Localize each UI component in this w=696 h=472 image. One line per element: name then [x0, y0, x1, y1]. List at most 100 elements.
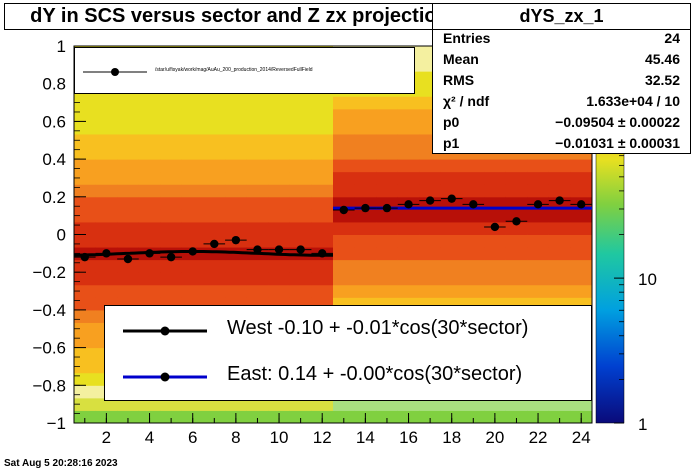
stats-label: RMS: [443, 72, 475, 88]
heatmap-cell: [117, 259, 140, 273]
heatmap-cell: [181, 221, 204, 235]
heatmap-cell: [548, 397, 571, 411]
heatmap-cell: [484, 247, 507, 261]
heatmap-cell: [289, 410, 312, 424]
heatmap-cell: [289, 171, 312, 185]
heatmap-cell: [203, 196, 226, 210]
stats-label: p1: [443, 135, 460, 151]
heatmap-cell: [181, 184, 204, 198]
heatmap-cell: [419, 397, 442, 411]
heatmap-cell: [117, 221, 140, 235]
east-legend-text: East: 0.14 + -0.00*cos(30*sector): [227, 363, 523, 385]
y-tick-label: 0: [57, 226, 66, 245]
x-tick-label: 16: [399, 428, 418, 447]
heatmap-cell: [505, 247, 528, 261]
heatmap-cell: [289, 209, 312, 223]
heatmap-cell: [570, 284, 593, 298]
heatmap-cell: [548, 410, 571, 424]
heatmap-cell: [181, 272, 204, 286]
heatmap-cell: [440, 397, 463, 411]
heatmap-cell: [548, 209, 571, 223]
west-legend-marker: [160, 326, 170, 336]
heatmap-cell: [548, 171, 571, 185]
heatmap-cell: [225, 196, 248, 210]
heatmap-cell: [527, 272, 550, 286]
data-point: [577, 200, 586, 209]
heatmap-cell: [74, 108, 97, 122]
heatmap-cell: [117, 184, 140, 198]
heatmap-cell: [225, 259, 248, 273]
heatmap-cell: [505, 410, 528, 424]
heatmap-cell: [527, 284, 550, 298]
heatmap-cell: [117, 397, 140, 411]
heatmap-cell: [203, 96, 226, 110]
heatmap-cell: [203, 121, 226, 135]
heatmap-cell: [289, 96, 312, 110]
heatmap-cell: [505, 209, 528, 223]
y-tick-label: −1: [47, 414, 66, 433]
heatmap-cell: [225, 397, 248, 411]
heatmap-cell: [95, 272, 118, 286]
heatmap-cell: [376, 108, 399, 122]
heatmap-cell: [225, 184, 248, 198]
heatmap-cell: [138, 133, 161, 148]
heatmap-cell: [181, 259, 204, 273]
data-point: [296, 245, 305, 254]
heatmap-cell: [225, 146, 248, 160]
heatmap-cell: [527, 209, 550, 223]
x-tick-label: 18: [442, 428, 461, 447]
heatmap-cell: [246, 397, 269, 411]
data-point: [490, 222, 500, 232]
heatmap-cell: [484, 159, 507, 173]
heatmap-cell: [225, 171, 248, 185]
heatmap-cell: [160, 284, 183, 298]
heatmap-cell: [376, 284, 399, 298]
heatmap-cell: [246, 146, 269, 160]
heatmap-cell: [376, 133, 399, 148]
x-tick-label: 14: [356, 428, 375, 447]
data-point: [447, 194, 456, 203]
chart-title: dY in SCS versus sector and Z zx project…: [30, 5, 449, 27]
data-point: [80, 252, 89, 262]
heatmap-cell: [246, 121, 269, 135]
heatmap-cell: [181, 121, 204, 135]
heatmap-cell: [268, 259, 291, 273]
heatmap-cell: [246, 159, 269, 173]
stats-row: χ² / ndf 1.633e+04 / 10: [443, 93, 680, 113]
data-point: [102, 249, 111, 258]
stats-label: Entries: [443, 30, 491, 46]
x-tick-label: 12: [313, 428, 332, 447]
heatmap-cell: [462, 247, 485, 261]
heatmap-cell: [289, 259, 312, 273]
file-legend-text: /star/u/fisyak/work/mag/AuAu_200_product…: [155, 67, 313, 73]
heatmap-cell: [570, 209, 593, 223]
heatmap-cell: [268, 209, 291, 223]
heatmap-cell: [311, 159, 334, 173]
data-point: [533, 200, 543, 209]
heatmap-cell: [397, 247, 420, 261]
heatmap-cell: [160, 410, 183, 424]
data-point: [555, 196, 564, 205]
data-point: [404, 200, 413, 209]
y-tick-label: 0.8: [42, 75, 66, 94]
heatmap-cell: [354, 96, 377, 110]
heatmap-cell: [117, 209, 140, 223]
heatmap-cell: [74, 209, 97, 223]
heatmap-cell: [289, 146, 312, 160]
heatmap-cell: [138, 121, 161, 135]
heatmap-cell: [95, 171, 118, 185]
heatmap-cell: [74, 347, 97, 361]
heatmap-cell: [289, 397, 312, 411]
heatmap-cell: [505, 259, 528, 273]
heatmap-cell: [160, 96, 183, 110]
heatmap-cell: [333, 171, 356, 185]
heatmap-cell: [203, 247, 226, 261]
heatmap-cell: [333, 247, 356, 261]
heatmap-cell: [289, 159, 312, 173]
heatmap-cell: [74, 159, 97, 173]
y-tick-label: 0.6: [42, 112, 66, 131]
heatmap-cell: [333, 108, 356, 122]
y-tick-label: −0.8: [32, 376, 66, 395]
heatmap-cell: [289, 121, 312, 135]
heatmap-cell: [160, 234, 183, 248]
